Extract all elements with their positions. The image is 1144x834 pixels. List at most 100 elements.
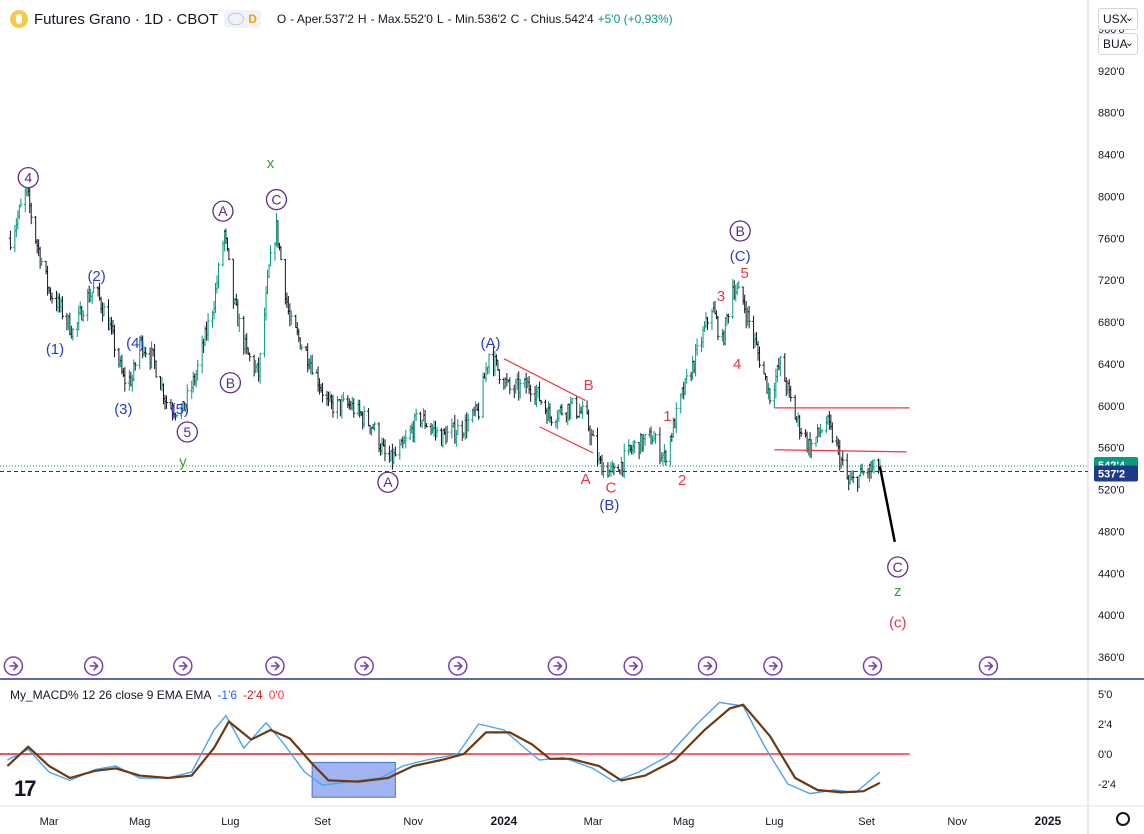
wave-label[interactable]: (A) [480, 335, 500, 352]
chart-overlays: 542'4537'2 [0, 358, 1138, 543]
unit-label: BUA [1103, 37, 1128, 51]
wave-label[interactable]: 2 [678, 472, 686, 489]
wave-label-circle [176, 421, 198, 443]
close-label: C [510, 12, 520, 26]
currency-select[interactable]: USX ⌄ [1098, 8, 1138, 30]
wave-label[interactable]: C [605, 479, 616, 496]
trend-line[interactable] [539, 426, 594, 454]
data-flags[interactable]: D [224, 10, 261, 28]
wave-label[interactable]: (2) [87, 268, 105, 285]
wave-label[interactable]: (C) [730, 248, 751, 265]
wave-label[interactable]: (5) [171, 401, 189, 418]
event-arrow-icon [270, 661, 281, 671]
wave-label[interactable]: z [894, 583, 902, 600]
wave-label[interactable]: B [226, 375, 235, 391]
event-arrow-icon [178, 661, 188, 671]
wave-label[interactable]: (1) [46, 341, 64, 358]
wave-label[interactable]: C [271, 192, 281, 208]
event-icons [3, 656, 999, 676]
price-tick-label: 880'0 [1098, 108, 1125, 120]
wave-label[interactable]: x [267, 155, 275, 172]
ohlc-readout: O- Aper.537'2 H- Max.552'0 L- Min.536'2 … [277, 12, 673, 26]
open-label: O [276, 12, 287, 26]
projection-line[interactable] [878, 466, 897, 543]
wave-label[interactable]: 1 [663, 408, 671, 425]
event-arrow-icon [553, 661, 563, 671]
wave-label[interactable]: 5 [183, 424, 191, 440]
wave-label[interactable]: 5 [740, 265, 748, 282]
symbol-title[interactable]: Futures Grano · 1D · CBOT [34, 10, 219, 28]
price-tick-label: 680'0 [1098, 317, 1125, 329]
macd-header[interactable]: My_MACD% 12 26 close 9 EMA EMA -1'6 -2'4… [10, 688, 284, 702]
time-label: Mar [584, 816, 603, 828]
macd-tick-label: -2'4 [1098, 779, 1116, 791]
time-label: Mag [129, 816, 150, 828]
price-tick-label: 400'0 [1098, 610, 1125, 622]
wave-label[interactable]: A [383, 474, 393, 490]
price-tick-label: 440'0 [1098, 568, 1125, 580]
macd-highlight-box[interactable] [311, 761, 396, 798]
price-tick-label: 560'0 [1098, 443, 1125, 455]
event-arrow-icon [768, 661, 779, 671]
high-label: H [357, 12, 367, 26]
visibility-icon [228, 13, 245, 25]
price-tick-label: 760'0 [1098, 233, 1125, 245]
wave-label[interactable]: (B) [599, 497, 619, 514]
unit-select[interactable]: BUA ⌄ [1098, 33, 1138, 55]
macd-line [7, 701, 881, 795]
wave-label[interactable]: 4 [24, 170, 32, 186]
wave-label[interactable]: y [179, 453, 187, 470]
macd-value-2: -2'4 [243, 688, 263, 702]
wave-label[interactable]: A [218, 203, 228, 219]
wave-label[interactable]: (3) [114, 401, 132, 418]
event-arrow-icon [629, 661, 639, 671]
signal-line [6, 703, 881, 794]
wave-label[interactable]: B [584, 377, 594, 394]
wave-label[interactable]: 3 [717, 288, 725, 305]
macd-title: My_MACD% 12 26 close 9 EMA EMA [10, 688, 212, 702]
low-label: L [436, 12, 444, 26]
wave-label-circle [887, 556, 909, 578]
time-label: Lug [765, 816, 783, 828]
wave-label[interactable]: (c) [889, 614, 907, 631]
close-value: - Chius.542'4 [523, 12, 594, 26]
low-value: - Min.536'2 [447, 12, 507, 26]
time-label: Mag [673, 816, 694, 828]
event-arrow-icon [984, 661, 994, 671]
macd-tick-label: 0'0 [1098, 749, 1112, 761]
settings-icon[interactable] [1116, 812, 1130, 826]
event-arrow-icon [360, 661, 370, 671]
wave-label[interactable]: A [581, 471, 591, 488]
delayed-badge: D [248, 12, 257, 26]
trend-line[interactable] [503, 358, 586, 402]
event-arrow-icon [868, 661, 878, 671]
open-value: - Aper.537'2 [290, 12, 354, 26]
event-arrow-icon [89, 661, 99, 671]
price-tick-label: 840'0 [1098, 150, 1125, 162]
price-tick-label: 720'0 [1098, 275, 1125, 287]
time-label: Set [858, 816, 875, 828]
price-tick-label: 600'0 [1098, 401, 1125, 413]
time-label: 2024 [491, 814, 518, 828]
macd-pane: 5'0 2'4 0'0 -2'4 [0, 689, 1116, 798]
wave-label[interactable]: C [893, 559, 903, 575]
wave-label-circle [729, 220, 751, 242]
wave-label[interactable]: B [736, 223, 745, 239]
time-axis: Mar Mag Lug Set Nov 2024 Mar Mag Lug Set Nov 2025 [40, 814, 1062, 828]
open-price-tag-label: 537'2 [1098, 469, 1125, 481]
time-label: Lug [221, 816, 239, 828]
trend-line[interactable] [774, 449, 907, 453]
currency-label: USX [1103, 12, 1128, 26]
price-tick-label: 640'0 [1098, 359, 1125, 371]
price-tick-label: 520'0 [1098, 485, 1125, 497]
wave-label[interactable]: (4) [126, 335, 144, 352]
price-axis: 960'0920'0880'0840'0800'0760'0720'0680'0… [1098, 24, 1125, 664]
grain-logo-icon [10, 10, 28, 28]
price-tick-label: 360'0 [1098, 652, 1125, 664]
price-bars [8, 179, 882, 492]
wave-label-circle [265, 188, 288, 211]
tradingview-logo[interactable]: 17 [14, 776, 37, 801]
wave-label[interactable]: 4 [733, 356, 741, 373]
